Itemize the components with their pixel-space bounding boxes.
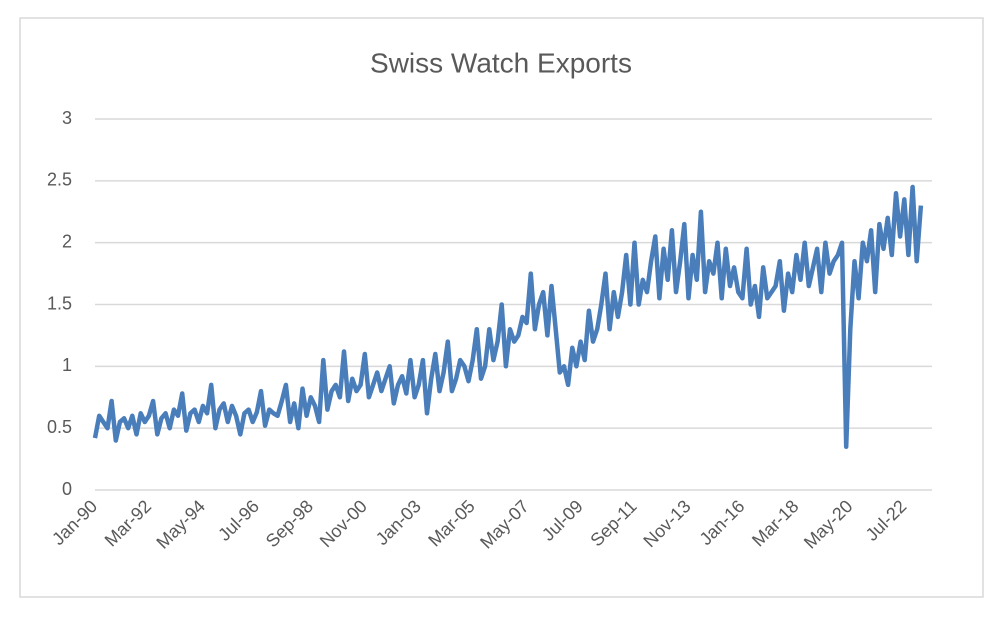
y-tick-label: 3: [62, 108, 72, 128]
y-tick-label: 1.5: [47, 293, 72, 313]
y-tick-label: 1: [62, 355, 72, 375]
y-tick-label: 0.5: [47, 417, 72, 437]
y-tick-label: 0: [62, 479, 72, 499]
y-tick-label: 2: [62, 231, 72, 251]
chart-title: Swiss Watch Exports: [370, 47, 632, 78]
data-line: [92, 184, 924, 449]
y-tick-label: 2.5: [47, 170, 72, 190]
